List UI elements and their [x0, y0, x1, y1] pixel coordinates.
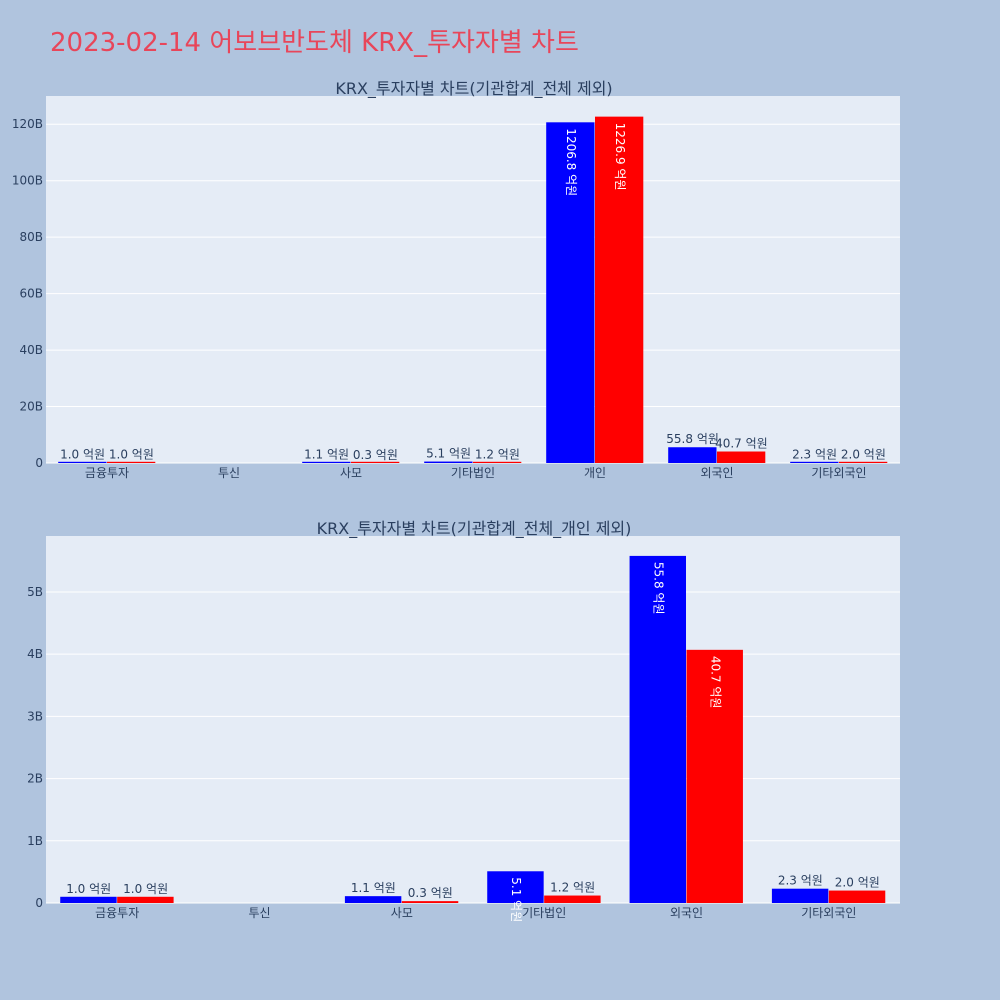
data-label: 2.3 억원 [778, 874, 823, 888]
y-tick-label: 0 [35, 456, 43, 470]
data-label: 40.7 억원 [708, 656, 722, 709]
data-label: 40.7 억원 [715, 437, 768, 451]
bar [302, 461, 351, 463]
bar [424, 461, 473, 463]
x-tick-label: 투신 [248, 906, 270, 920]
bar [58, 461, 107, 463]
data-label: 0.3 억원 [353, 448, 398, 462]
plot-area [46, 96, 900, 463]
bar [544, 895, 601, 903]
chart-title: KRX_투자자별 차트(기관합계_전체_개인 제외) [317, 519, 632, 539]
x-tick-label: 사모 [391, 906, 413, 920]
y-tick-label: 20B [19, 400, 43, 414]
data-label: 1226.9 억원 [613, 123, 627, 191]
bar [546, 122, 595, 464]
data-label: 0.3 억원 [408, 886, 453, 900]
data-label: 1.0 억원 [123, 882, 168, 896]
data-label: 5.1 억원 [426, 447, 471, 461]
data-label: 2.0 억원 [835, 876, 880, 890]
data-label: 2.0 억원 [841, 447, 886, 461]
chart-title: KRX_투자자별 차트(기관합계_전체 제외) [335, 79, 612, 99]
y-tick-label: 2B [27, 772, 43, 786]
bar [473, 461, 522, 463]
y-tick-label: 5B [27, 585, 43, 599]
chart-2: 0 1B 2B 3B 4B 5B KRX_투자자별 차트(기관합계_전체_개인 제외) 금융투… [27, 519, 900, 922]
x-tick-label: 투신 [218, 466, 240, 480]
bar [668, 447, 717, 463]
y-tick-label: 1B [27, 834, 43, 848]
bar [117, 896, 174, 903]
data-label: 1206.8 억원 [564, 128, 578, 196]
data-label: 2.3 억원 [792, 447, 837, 461]
x-tick-label: 외국인 [670, 906, 703, 920]
bar [839, 461, 888, 463]
y-tick-label: 120B [12, 117, 43, 131]
y-tick-label: 0 [35, 896, 43, 910]
y-tick-label: 3B [27, 709, 43, 723]
bar [828, 890, 886, 903]
data-label: 5.1 억원 [509, 877, 523, 922]
data-label: 55.8 억원 [652, 562, 666, 615]
x-tick-label: 기타법인 [451, 466, 495, 480]
data-label: 1.1 억원 [351, 881, 396, 895]
data-label: 1.0 억원 [60, 448, 105, 462]
x-tick-label: 외국인 [700, 466, 733, 480]
data-label: 1.2 억원 [550, 881, 595, 895]
y-tick-label: 40B [19, 343, 43, 357]
bar [344, 896, 402, 903]
chart-1: 0 20B 40B 60B 80B 100B 120B KRX_투자자별 차트(기관합계_전체… [12, 79, 900, 480]
y-tick-label: 100B [12, 174, 43, 188]
bar [790, 461, 839, 463]
x-tick-label: 기타외국인 [811, 466, 866, 480]
x-tick-label: 금융투자 [85, 466, 129, 480]
bar [595, 116, 644, 464]
bar [487, 871, 544, 903]
data-label: 1.0 억원 [109, 448, 154, 462]
y-tick-label: 60B [19, 287, 43, 301]
bar [60, 896, 117, 903]
x-tick-label: 기타법인 [522, 906, 566, 920]
x-tick-label: 사모 [340, 466, 362, 480]
bar [629, 555, 686, 903]
bar [717, 451, 766, 463]
page-title: 2023-02-14 어보브반도체 KRX_투자자별 차트 [50, 28, 579, 58]
bar [686, 649, 743, 903]
bar [401, 901, 459, 903]
y-tick-label: 80B [19, 230, 43, 244]
data-label: 1.0 억원 [66, 882, 111, 896]
x-tick-label: 개인 [584, 466, 606, 480]
bar [107, 461, 156, 463]
data-label: 1.2 억원 [475, 448, 520, 462]
bar [771, 888, 829, 903]
data-label: 55.8 억원 [666, 432, 719, 446]
y-tick-label: 4B [27, 647, 43, 661]
x-tick-label: 기타외국인 [801, 906, 856, 920]
data-label: 1.1 억원 [304, 448, 349, 462]
plot-area [46, 536, 900, 903]
bar [351, 461, 400, 463]
x-tick-label: 금융투자 [95, 906, 139, 920]
